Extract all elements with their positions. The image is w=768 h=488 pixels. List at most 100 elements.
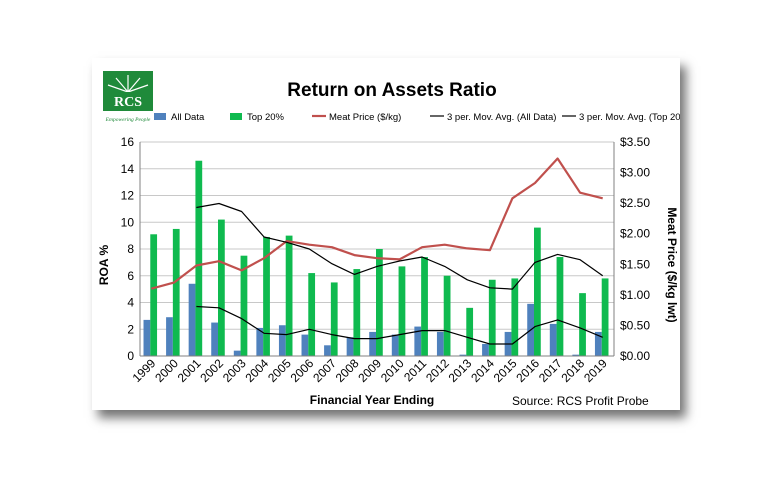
bar-all-data bbox=[188, 283, 196, 356]
bar-top-20 bbox=[172, 228, 180, 356]
bar-top-20 bbox=[240, 255, 248, 356]
chart-title: Return on Assets Ratio bbox=[287, 80, 496, 101]
x-tick-label: 2013 bbox=[446, 356, 475, 385]
y-tick-label: 4 bbox=[127, 296, 134, 310]
chart-canvas: Return on Assets Ratio All Data Top 20% Me… bbox=[97, 80, 680, 409]
x-tick-label: 2017 bbox=[536, 356, 565, 385]
bar-all-data bbox=[549, 323, 557, 356]
x-tick-label: 2016 bbox=[513, 356, 542, 385]
y-axis-label: ROA % bbox=[97, 245, 111, 286]
x-tick-label: 2019 bbox=[581, 356, 610, 385]
chart-card: Return on Assets Ratio All Data Top 20% Me… bbox=[92, 58, 680, 410]
x-tick-label: 2011 bbox=[401, 356, 429, 384]
bar-all-data bbox=[256, 327, 264, 356]
legend-mov-avg-top-20-label: 3 per. Mov. Avg. (Top 20%) bbox=[579, 112, 680, 123]
x-tick-label: 2002 bbox=[197, 356, 226, 385]
bar-all-data bbox=[414, 326, 422, 356]
bar-all-data bbox=[233, 350, 241, 356]
y2-tick-label: $3.50 bbox=[620, 135, 650, 149]
y-tick-label: 8 bbox=[127, 242, 134, 256]
bar-all-data bbox=[594, 331, 602, 356]
y-tick-label: 14 bbox=[121, 162, 135, 176]
y2-tick-label: $1.00 bbox=[620, 288, 650, 302]
bar-all-data bbox=[346, 337, 354, 356]
bar-all-data bbox=[391, 334, 399, 356]
x-tick-label: 2008 bbox=[333, 356, 362, 385]
bar-top-20 bbox=[556, 257, 564, 356]
bar-top-20 bbox=[195, 160, 203, 356]
bar-all-data bbox=[572, 354, 580, 356]
x-tick-label: 2001 bbox=[175, 356, 204, 385]
y2-axis-label: Meat Price ($/kg lwt) bbox=[665, 207, 679, 322]
bar-all-data bbox=[369, 331, 376, 356]
y2-tick-label: $1.50 bbox=[620, 257, 650, 271]
y2-tick-label: $2.50 bbox=[620, 196, 650, 210]
bar-top-20 bbox=[579, 293, 586, 356]
x-tick-label: 2007 bbox=[310, 356, 339, 385]
y-tick-label: 16 bbox=[121, 135, 135, 149]
source-note: Source: RCS Profit Probe bbox=[512, 394, 649, 408]
logo-text: RCS bbox=[114, 95, 142, 110]
x-tick-label: 2006 bbox=[288, 356, 317, 385]
bar-all-data bbox=[324, 345, 331, 356]
bar-top-20 bbox=[421, 257, 428, 356]
legend-meat-price-label: Meat Price ($/kg) bbox=[329, 112, 401, 123]
y-tick-label: 12 bbox=[121, 189, 135, 203]
logo-tagline: Empowering People bbox=[105, 117, 151, 123]
bar-top-20 bbox=[466, 307, 474, 356]
line-mov-avg-top-20 bbox=[196, 202, 604, 290]
bar-all-data bbox=[301, 334, 309, 356]
bar-top-20 bbox=[330, 282, 338, 356]
bar-top-20 bbox=[443, 275, 451, 356]
source-box bbox=[507, 391, 657, 409]
bar-top-20 bbox=[398, 266, 406, 356]
y-tick-label: 6 bbox=[127, 269, 134, 283]
x-tick-label: 2018 bbox=[558, 356, 587, 385]
x-tick-label: 2009 bbox=[355, 356, 384, 385]
sunburst-icon bbox=[107, 75, 149, 93]
rcs-logo: RCS Empowering People bbox=[103, 71, 153, 123]
x-tick-label: 2015 bbox=[491, 356, 520, 385]
y2-tick-label: $2.00 bbox=[620, 227, 650, 241]
bar-top-20 bbox=[150, 234, 158, 356]
legend-top-20-swatch bbox=[230, 113, 242, 120]
bar-top-20 bbox=[218, 219, 225, 356]
bar-top-20 bbox=[534, 227, 541, 356]
legend-all-data-label: All Data bbox=[171, 112, 205, 123]
x-tick-label: 2004 bbox=[242, 356, 271, 385]
bar-all-data bbox=[143, 319, 151, 356]
bar-top-20 bbox=[308, 273, 316, 356]
y-tick-label: 2 bbox=[127, 322, 134, 336]
bar-top-20 bbox=[488, 279, 496, 356]
bar-all-data bbox=[459, 354, 467, 356]
chart-legend: All Data Top 20% Meat Price ($/kg) 3 per. M… bbox=[154, 112, 680, 123]
x-tick-label: 2000 bbox=[152, 356, 181, 385]
x-axis-label: Financial Year Ending bbox=[310, 393, 434, 407]
bar-top-20 bbox=[601, 278, 609, 356]
bar-top-20 bbox=[263, 236, 270, 356]
bar-top-20 bbox=[353, 269, 361, 356]
bar-all-data bbox=[166, 317, 173, 356]
lines-layer bbox=[151, 157, 604, 345]
bar-all-data bbox=[211, 322, 218, 356]
legend-mov-avg-all-data-label: 3 per. Mov. Avg. (All Data) bbox=[447, 112, 556, 123]
bar-all-data bbox=[482, 343, 489, 356]
bar-top-20 bbox=[511, 278, 519, 356]
legend-top-20-label: Top 20% bbox=[247, 112, 285, 123]
x-tick-label: 2010 bbox=[378, 356, 407, 385]
bar-top-20 bbox=[285, 235, 293, 356]
x-tick-label: 2014 bbox=[468, 356, 497, 385]
bar-all-data bbox=[278, 325, 286, 356]
y-tick-label: 0 bbox=[127, 349, 134, 363]
y2-tick-label: $3.00 bbox=[620, 166, 650, 180]
y-tick-label: 10 bbox=[121, 215, 135, 229]
x-tick-label: 2003 bbox=[220, 356, 249, 385]
y2-tick-label: $0.00 bbox=[620, 349, 650, 363]
y2-tick-label: $0.50 bbox=[620, 318, 650, 332]
bar-top-20 bbox=[376, 249, 383, 356]
line-mov-avg-all-data bbox=[196, 305, 603, 345]
bar-all-data bbox=[436, 331, 444, 356]
line-meat-price bbox=[151, 157, 603, 290]
x-tick-label: 2005 bbox=[265, 356, 294, 385]
x-tick-label: 2012 bbox=[423, 356, 452, 385]
